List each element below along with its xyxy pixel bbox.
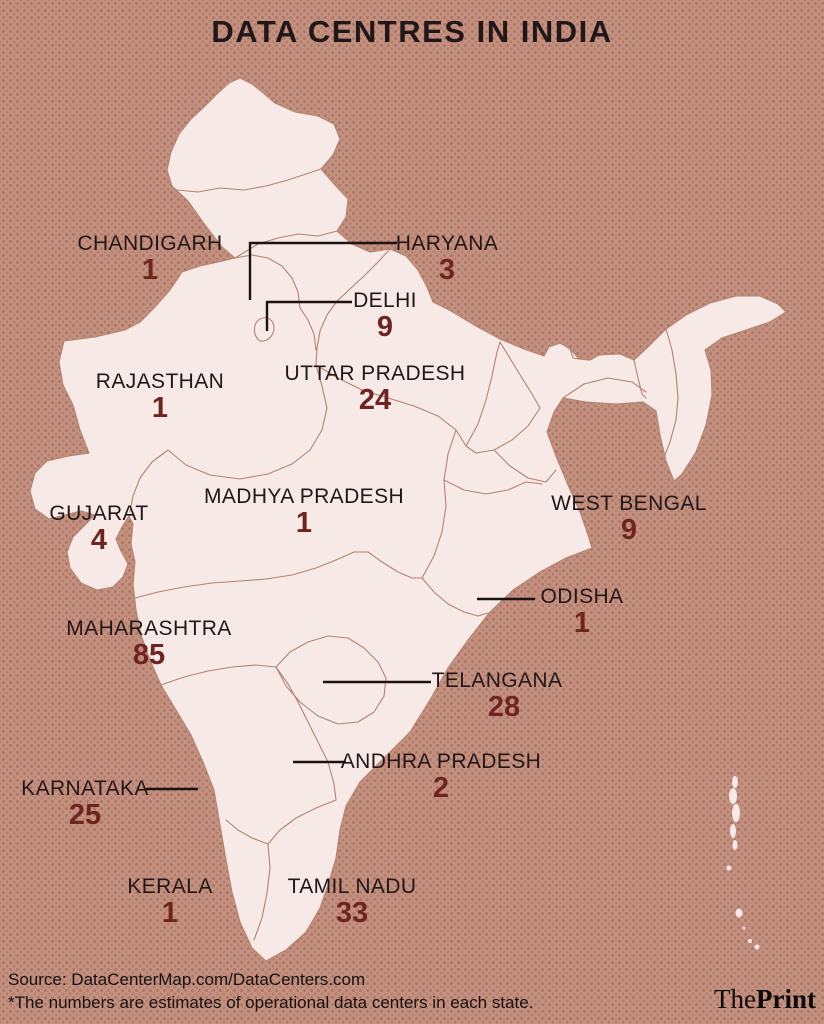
state-name: ANDHRA PRADESH xyxy=(340,750,542,773)
state-name: KERALA xyxy=(127,875,213,898)
source-line: Source: DataCenterMap.com/DataCenters.co… xyxy=(8,970,366,989)
state-name: HARYANA xyxy=(395,232,499,255)
state-name: MADHYA PRADESH xyxy=(203,485,405,508)
state-label-tamil-nadu: TAMIL NADU 33 xyxy=(287,875,417,929)
state-label-haryana: HARYANA 3 xyxy=(395,232,499,286)
state-label-uttar-pradesh: UTTAR PRADESH 24 xyxy=(284,362,466,416)
state-count: 85 xyxy=(132,639,166,671)
state-name: DELHI xyxy=(353,289,417,312)
state-count: 9 xyxy=(620,514,638,546)
state-count: 1 xyxy=(141,254,159,286)
state-count: 24 xyxy=(358,384,392,416)
state-name: ODISHA xyxy=(540,585,624,608)
state-name: GUJARAT xyxy=(49,502,149,525)
state-label-west-bengal: WEST BENGAL 9 xyxy=(551,492,707,546)
state-label-gujarat: GUJARAT 4 xyxy=(49,502,149,556)
state-label-andhra-pradesh: ANDHRA PRADESH 2 xyxy=(340,750,542,804)
state-name: TAMIL NADU xyxy=(287,875,417,898)
andaman-islands xyxy=(726,776,760,950)
state-label-chandigarh: CHANDIGARH 1 xyxy=(77,232,223,286)
state-name: RAJASTHAN xyxy=(95,370,225,393)
state-name: TELANGANA xyxy=(431,669,563,692)
state-label-karnataka: KARNATAKA 25 xyxy=(21,777,149,831)
state-count: 3 xyxy=(438,254,456,286)
state-count: 1 xyxy=(295,507,313,539)
state-label-madhya-pradesh: MADHYA PRADESH 1 xyxy=(203,485,405,539)
state-name: CHANDIGARH xyxy=(77,232,223,255)
state-count: 1 xyxy=(151,392,169,424)
footnote-line: *The numbers are estimates of operationa… xyxy=(8,993,534,1012)
state-name: UTTAR PRADESH xyxy=(284,362,466,385)
state-count: 1 xyxy=(161,897,179,929)
state-count: 1 xyxy=(573,607,591,639)
brand-the: The xyxy=(714,984,756,1014)
state-count: 33 xyxy=(335,897,369,929)
state-label-delhi: DELHI 9 xyxy=(353,289,417,343)
state-name: MAHARASHTRA xyxy=(66,617,232,640)
state-label-maharashtra: MAHARASHTRA 85 xyxy=(66,617,232,671)
state-count: 4 xyxy=(90,524,108,556)
brand-print: Print xyxy=(756,984,816,1014)
state-borders xyxy=(129,168,679,941)
state-label-kerala: KERALA 1 xyxy=(127,875,213,929)
leader-line-haryana xyxy=(248,241,397,300)
state-count: 28 xyxy=(487,691,521,723)
leader-lines xyxy=(146,241,535,791)
state-count: 9 xyxy=(376,311,394,343)
page-title: DATA CENTRES IN INDIA xyxy=(211,14,613,49)
theprint-logo: ThePrint xyxy=(714,984,816,1015)
delhi-region xyxy=(253,317,275,342)
india-outline xyxy=(29,77,787,962)
state-label-rajasthan: RAJASTHAN 1 xyxy=(95,370,225,424)
state-label-telangana: TELANGANA 28 xyxy=(431,669,563,723)
state-label-odisha: ODISHA 1 xyxy=(540,585,624,639)
state-count: 25 xyxy=(68,799,102,831)
state-count: 2 xyxy=(432,772,450,804)
source-note: Source: DataCenterMap.com/DataCenters.co… xyxy=(8,968,533,1014)
state-name: WEST BENGAL xyxy=(551,492,707,515)
leader-line-delhi xyxy=(265,300,352,331)
state-name: KARNATAKA xyxy=(21,777,149,800)
